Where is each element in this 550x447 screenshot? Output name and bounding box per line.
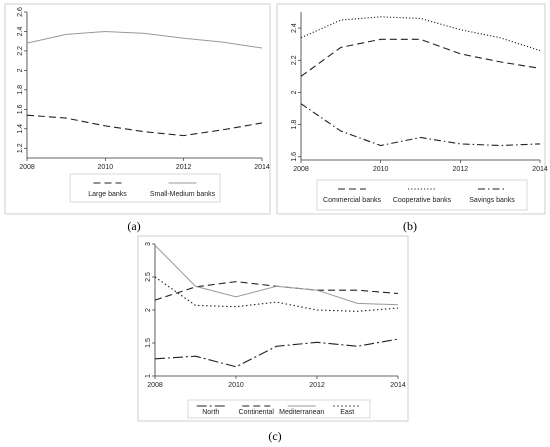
- panel-b-ytick-label: 2.4: [291, 23, 298, 33]
- panel-b-legend-label: Cooperative banks: [393, 197, 452, 204]
- panel-c-legend-label: Continental: [239, 409, 275, 416]
- panel-c-frame: [137, 235, 409, 422]
- panel-a-xtick-label: 2010: [98, 164, 114, 171]
- panel-a-series-line-2: [26, 30, 263, 49]
- caption-a: (a): [127, 219, 140, 233]
- panel-b-series-line-1: [300, 38, 541, 77]
- panel-c-xtick-label: 2008: [147, 382, 163, 389]
- panel-a-ytick-label: 2.2: [17, 46, 24, 56]
- caption-c: (c): [268, 429, 281, 443]
- panel-a-ytick-label: 2.6: [17, 7, 24, 17]
- panel-b-frame: [276, 3, 546, 215]
- chart-panel-b: 1.6 1.8 2 2.2 2.4 2008 2010 2012 2014 Commercial …: [291, 12, 548, 211]
- panel-a-xtick-label: 2008: [19, 164, 35, 171]
- panel-a-ytick-label: 2: [17, 68, 24, 72]
- caption-b: (b): [403, 219, 417, 233]
- panel-c-legend-label: North: [202, 409, 219, 416]
- panel-c-series-line-4: [154, 276, 399, 312]
- panel-a-ytick-label: 1.8: [17, 85, 24, 95]
- panel-a-legend-box: [69, 173, 221, 203]
- panel-b-ytick-label: 2.2: [291, 55, 298, 65]
- panel-a-ytick-label: 1.2: [17, 143, 24, 153]
- panel-b-xtick-label: 2014: [532, 166, 548, 173]
- panel-b-legend-box: [316, 179, 528, 211]
- panel-b-ytick-label: 1.6: [291, 152, 298, 162]
- panel-a-ytick-label: 1.6: [17, 104, 24, 114]
- panel-c-ytick-label: 2: [145, 308, 152, 312]
- panel-b-legend-label: Savings banks: [469, 197, 515, 204]
- panel-c-ytick-label: 3: [145, 242, 152, 246]
- panel-b-xtick-label: 2008: [293, 166, 309, 173]
- panel-a-xtick-label: 2014: [254, 164, 270, 171]
- panel-c-legend-label: East: [340, 409, 354, 416]
- panel-c-legend-label: Mediterranean: [279, 409, 324, 416]
- panel-c-xtick-label: 2010: [228, 382, 244, 389]
- panel-a-legend-label: Small-Medium banks: [150, 191, 216, 198]
- panel-c-legend-box: [187, 399, 371, 419]
- panel-c-series-line-1: [154, 338, 399, 368]
- panel-c-xtick-label: 2012: [309, 382, 325, 389]
- panel-c-ytick-label: 1.5: [145, 338, 152, 348]
- chart-panel-a: 1.2 1.4 1.6 1.8 2 2.2 2.4 2.6 2008 2010 2012 2014 La…: [17, 7, 270, 203]
- panel-b-ytick-label: 1.8: [291, 120, 298, 130]
- panel-a-series-line-1: [26, 114, 263, 137]
- panel-a-ytick-label: 1.4: [17, 124, 24, 134]
- chart-panel-c: 1 1.5 2 2.5 3 2008 2010 2012 2014 North Continenta…: [145, 242, 406, 419]
- panel-b-series-line-2: [300, 16, 541, 52]
- panel-b-xtick-label: 2012: [453, 166, 469, 173]
- panel-c-xtick-label: 2014: [390, 382, 406, 389]
- panel-a-ytick-label: 2.4: [17, 26, 24, 36]
- panel-c-ytick-label: 2.5: [145, 272, 152, 282]
- panel-a-legend-label: Large banks: [88, 191, 127, 198]
- panel-b-ytick-label: 2: [291, 90, 298, 94]
- panel-c-series-line-3: [154, 244, 399, 306]
- panel-b-series-line-3: [300, 103, 541, 147]
- panel-c-ytick-label: 1: [145, 374, 152, 378]
- panel-a-xtick-label: 2012: [176, 164, 192, 171]
- panel-b-legend-label: Commercial banks: [323, 197, 381, 204]
- panel-b-xtick-label: 2010: [373, 166, 389, 173]
